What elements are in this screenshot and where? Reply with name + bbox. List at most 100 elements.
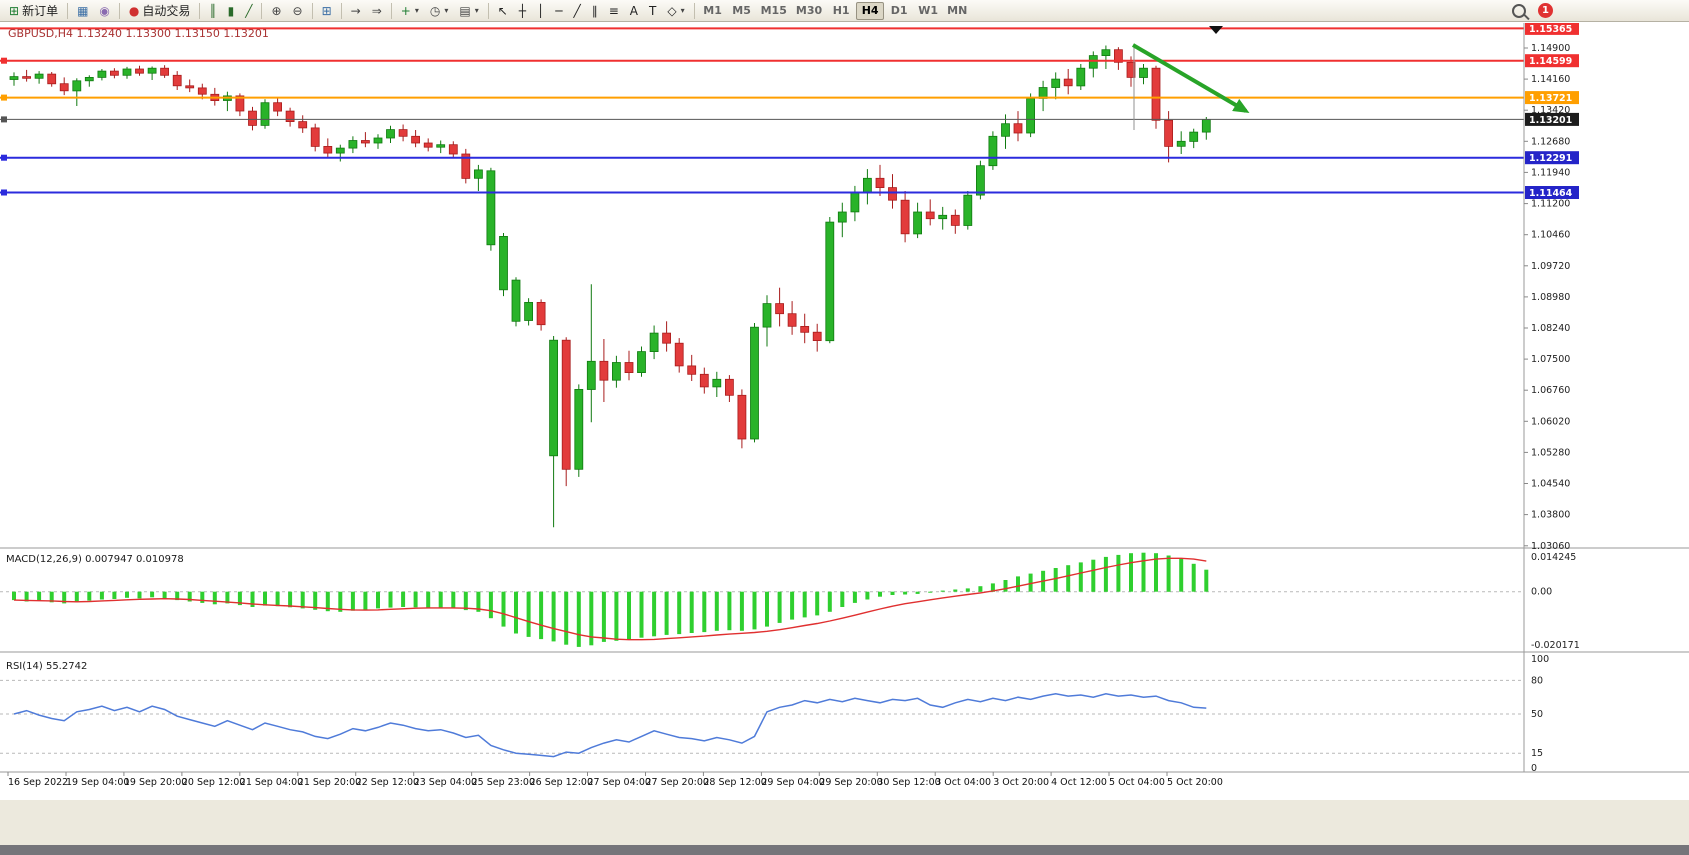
- equidistant-channel-button[interactable]: ∥: [587, 1, 603, 21]
- line-handle[interactable]: [1, 94, 7, 101]
- chart-window-button[interactable]: ▦: [72, 1, 93, 21]
- bar-chart-button[interactable]: ║: [204, 1, 221, 21]
- horizontal-line-icon: ─: [555, 3, 563, 18]
- macd-histogram-bar: [978, 586, 983, 592]
- time-tick-label: 26 Sep 12:00: [530, 777, 593, 788]
- crosshair-icon: ┼: [518, 3, 527, 18]
- price-tick-label: 1.09720: [1531, 261, 1570, 272]
- trend-arrow-annotation[interactable]: [1131, 43, 1250, 114]
- price-box-label: 1.14599: [1529, 56, 1572, 67]
- macd-axis[interactable]: 0.014245 0.00 -0.020171: [1531, 552, 1580, 651]
- macd-histogram-bar: [488, 591, 493, 619]
- time-tick-label: 21 Sep 20:00: [298, 777, 361, 788]
- toolbar-separator: [67, 2, 69, 19]
- crosshair-button[interactable]: ┼: [514, 1, 531, 21]
- timeframe-h4-button[interactable]: H4: [856, 1, 885, 20]
- macd-histogram-bar: [200, 591, 205, 603]
- auto-scroll-button[interactable]: →: [346, 1, 366, 21]
- timeframe-w1-button[interactable]: W1: [918, 4, 939, 17]
- macd-histogram-bar: [601, 591, 606, 642]
- line-handle[interactable]: [1, 154, 7, 161]
- macd-histogram-bar: [212, 591, 217, 605]
- toolbar: ⊞ 新订单 ▦ ◉ ● 自动交易 ║ ▮ ╱ ⊕ ⊖ ⊞ → ⇒ + ▾ ◷ ▾ ▤ ▾ ↖ ┼ │ ─ ╱ ∥ ≡ A T ◇ ▾ M1 M…: [0, 0, 1689, 22]
- price-tick-label: 1.03060: [1531, 541, 1570, 552]
- notification-badge[interactable]: 1: [1538, 3, 1553, 18]
- macd-histogram-bar: [714, 591, 719, 631]
- macd-histogram-bar: [865, 591, 870, 600]
- macd-histogram-bar: [915, 591, 920, 594]
- new-chart-button[interactable]: + ▾: [396, 1, 424, 21]
- line-handle[interactable]: [1, 116, 7, 123]
- drawn-lines[interactable]: [0, 27, 1524, 196]
- horizontal-line-button[interactable]: ─: [550, 1, 567, 21]
- price-box-label: 1.15365: [1529, 24, 1572, 35]
- tile-windows-button[interactable]: ⊞: [317, 1, 337, 21]
- macd-histogram-bar: [338, 591, 343, 612]
- macd-histogram-bar: [815, 591, 820, 616]
- fibonacci-icon: ≡: [608, 3, 619, 18]
- time-tick-label: 20 Sep 12:00: [182, 777, 245, 788]
- price-tick-label: 1.11200: [1531, 199, 1570, 210]
- search-icon[interactable]: [1512, 3, 1526, 18]
- trendline-button[interactable]: ╱: [569, 1, 586, 21]
- arrows-shapes-icon: ◇: [667, 3, 677, 18]
- line-handle[interactable]: [1, 57, 7, 64]
- price-line-boxes: 1.15365 1.14599 1.13721 1.13201 1.12291 1.114…: [1525, 23, 1579, 199]
- price-box-1.11464: [1525, 186, 1579, 199]
- chart-canvas[interactable]: 1.14900 1.14160 1.13420 1.12680 1.11940 1.112…: [0, 23, 1689, 855]
- rsi-axis[interactable]: 100 80 50 15 0: [1531, 654, 1549, 774]
- templates-button[interactable]: ▤ ▾: [454, 1, 483, 21]
- macd-histogram-bar: [476, 591, 481, 612]
- candlestick-chart-icon: ▮: [227, 3, 235, 18]
- zoom-out-button[interactable]: ⊖: [288, 1, 308, 21]
- text-button[interactable]: A: [625, 1, 643, 21]
- macd-histogram-bar: [953, 589, 958, 592]
- bar-chart-icon: ║: [209, 3, 217, 18]
- macd-histogram-bar: [878, 591, 882, 597]
- candlestick-chart-button[interactable]: ▮: [223, 1, 240, 21]
- chart-shift-icon: ⇒: [371, 3, 382, 18]
- price-tick-label: 1.13420: [1531, 105, 1570, 116]
- toolbar-separator: [693, 2, 695, 19]
- chart-shift-button[interactable]: ⇒: [367, 1, 387, 21]
- fibonacci-button[interactable]: ≡: [604, 1, 624, 21]
- macd-histogram-bar: [965, 588, 970, 592]
- line-handle[interactable]: [1, 189, 7, 196]
- time-tick-label: 21 Sep 04:00: [240, 777, 303, 788]
- chart-shift-marker-icon: [1209, 26, 1223, 34]
- timeframe-m30-button[interactable]: M30: [795, 4, 823, 17]
- timeframe-d1-button[interactable]: D1: [890, 4, 908, 17]
- timeframe-m1-button[interactable]: M1: [703, 4, 722, 17]
- timeframe-h1-button[interactable]: H1: [832, 4, 850, 17]
- community-button[interactable]: ◉: [94, 1, 114, 21]
- autotrading-button[interactable]: ● 自动交易: [124, 1, 196, 21]
- community-icon: ◉: [99, 3, 110, 18]
- macd-histogram-bar: [627, 591, 631, 640]
- line-chart-button[interactable]: ╱: [240, 1, 257, 21]
- macd-histogram-bar: [1191, 563, 1196, 592]
- timeframe-m15-button[interactable]: M15: [760, 4, 787, 17]
- macd-histogram-bar: [903, 591, 908, 595]
- dropdown-caret-icon: ▾: [474, 6, 479, 15]
- zoom-in-icon: ⊕: [271, 3, 282, 18]
- toolbar-separator: [311, 2, 313, 19]
- cursor-button[interactable]: ↖: [493, 1, 513, 21]
- new-order-button[interactable]: ⊞ 新订单: [4, 1, 63, 21]
- timeframe-m5-button[interactable]: M5: [732, 4, 751, 17]
- arrows-shapes-button[interactable]: ◇ ▾: [662, 1, 689, 21]
- zoom-in-button[interactable]: ⊕: [266, 1, 286, 21]
- price-tick-label: 1.08240: [1531, 323, 1570, 334]
- macd-histogram-bar: [639, 591, 644, 638]
- timeframe-mn-button[interactable]: MN: [947, 4, 968, 17]
- vertical-line-button[interactable]: │: [532, 1, 549, 21]
- text-label-button[interactable]: T: [644, 1, 661, 21]
- price-tick-label: 1.11940: [1531, 167, 1570, 178]
- time-tick-label: 3 Oct 20:00: [993, 777, 1049, 788]
- toolbar-separator: [390, 2, 392, 19]
- price-axis[interactable]: 1.14900 1.14160 1.13420 1.12680 1.11940 1.112…: [1524, 43, 1570, 552]
- rsi-panel: [0, 679, 1524, 758]
- macd-histogram-bar: [990, 583, 995, 592]
- profiles-button[interactable]: ◷ ▾: [425, 1, 454, 21]
- price-box-1.14599: [1525, 54, 1579, 68]
